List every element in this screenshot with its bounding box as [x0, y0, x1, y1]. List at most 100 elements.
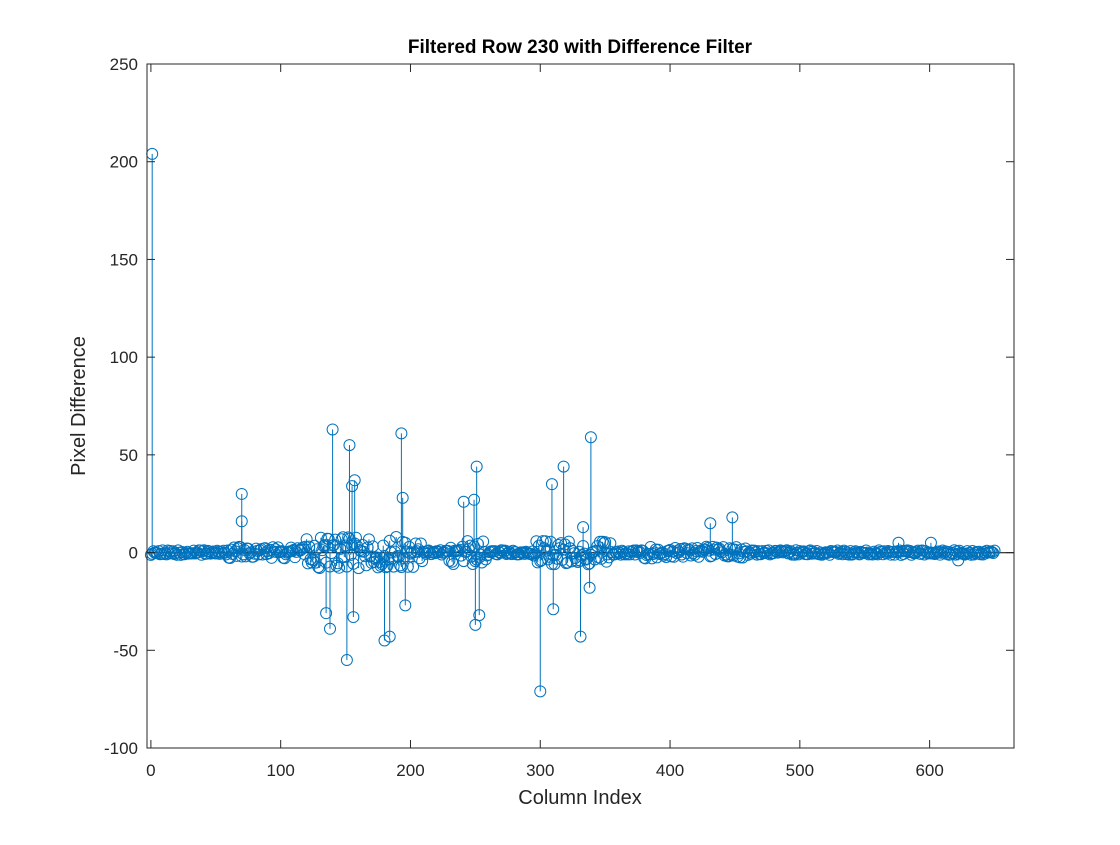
data-point-marker [407, 560, 420, 573]
y-tick-label: 0 [129, 544, 138, 563]
data-point-marker [349, 531, 362, 544]
data-point-marker [385, 546, 398, 559]
data-point-marker [548, 558, 561, 571]
data-point-marker [361, 541, 374, 554]
data-point-marker [669, 541, 682, 554]
data-point-marker [372, 561, 385, 574]
data-point-marker [599, 536, 612, 549]
y-tick-label: 100 [110, 348, 138, 367]
data-point-marker [196, 545, 209, 558]
data-point-marker [269, 543, 282, 556]
data-point-marker [390, 531, 403, 544]
y-tick-label: 150 [110, 250, 138, 269]
data-point-marker [704, 517, 717, 530]
data-point-marker [348, 474, 361, 487]
data-point-marker [473, 609, 486, 622]
data-point-marker [565, 555, 578, 568]
y-tick-label: -50 [113, 641, 138, 660]
data-point-marker [583, 581, 596, 594]
data-point-marker [442, 545, 455, 558]
data-point-marker [468, 540, 481, 553]
data-point-marker [547, 603, 560, 616]
data-point-marker [300, 533, 313, 546]
data-point-marker [311, 543, 324, 556]
data-point-marker [987, 547, 1000, 560]
x-tick-label: 0 [146, 761, 155, 780]
data-point-marker [333, 561, 346, 574]
x-tick-label: 300 [526, 761, 554, 780]
data-point-marker [924, 536, 937, 549]
data-point-marker [397, 552, 410, 565]
data-point-marker [336, 531, 349, 544]
data-point-marker [892, 536, 905, 549]
data-point-marker [346, 480, 359, 493]
data-point-marker [708, 543, 721, 556]
data-point-marker [169, 547, 182, 560]
data-point-marker [394, 559, 407, 572]
data-point-marker [395, 560, 408, 573]
data-point-marker [518, 547, 531, 560]
data-point-marker [159, 546, 172, 559]
data-point-marker [379, 561, 392, 574]
data-point-marker [612, 545, 625, 558]
data-point-marker [326, 423, 339, 436]
data-point-marker [577, 540, 590, 553]
x-axis-label: Column Index [518, 787, 641, 809]
data-point-marker [303, 540, 316, 553]
y-tick-label: 50 [119, 446, 138, 465]
data-point-marker [597, 537, 610, 550]
data-point-marker [525, 548, 538, 561]
data-point-marker [399, 599, 412, 612]
data-point-marker [433, 546, 446, 559]
data-point-marker [324, 560, 337, 573]
data-point-marker [340, 654, 353, 667]
data-point-marker [352, 562, 365, 575]
data-point-marker [726, 511, 739, 524]
data-point-marker [584, 431, 597, 444]
data-point-marker [539, 535, 552, 548]
data-point-marker [850, 546, 863, 559]
data-point-marker [470, 460, 483, 473]
data-point-marker [314, 531, 327, 544]
data-point-marker [327, 538, 340, 551]
data-point-marker [396, 491, 409, 504]
data-point-marker [329, 533, 342, 546]
plot-box [146, 63, 1015, 749]
data-point-marker [383, 534, 396, 547]
data-point-marker [534, 685, 547, 698]
data-point-marker [574, 630, 587, 643]
data-point-marker [879, 546, 892, 559]
data-point-marker [849, 545, 862, 558]
data-point-marker [338, 551, 351, 564]
data-point-marker [453, 543, 466, 556]
data-point-marker [342, 531, 355, 544]
data-point-marker [399, 536, 412, 549]
data-point-marker [557, 460, 570, 473]
data-point-marker [383, 630, 396, 643]
data-point-marker [235, 515, 248, 528]
data-point-marker [985, 546, 998, 559]
data-point-marker [331, 557, 344, 570]
x-tick-label: 200 [396, 761, 424, 780]
data-point-marker [574, 554, 587, 567]
data-point-marker [478, 545, 491, 558]
data-point-marker [545, 478, 558, 491]
data-point-marker [387, 560, 400, 573]
data-point-marker [892, 546, 905, 559]
plot-area [147, 64, 1014, 748]
y-tick-label: 200 [110, 153, 138, 172]
x-tick-label: 500 [786, 761, 814, 780]
data-point-marker [535, 554, 548, 567]
data-point-marker [466, 558, 479, 571]
data-point-marker [409, 537, 422, 550]
data-point-marker [604, 537, 617, 550]
data-point-marker [234, 541, 247, 554]
data-point-marker [324, 622, 337, 635]
data-point-marker [347, 611, 360, 624]
data-point-marker [410, 545, 423, 558]
data-point-marker [207, 545, 220, 558]
data-point-marker [401, 560, 414, 573]
data-point-marker [674, 543, 687, 556]
data-point-marker [952, 554, 965, 567]
